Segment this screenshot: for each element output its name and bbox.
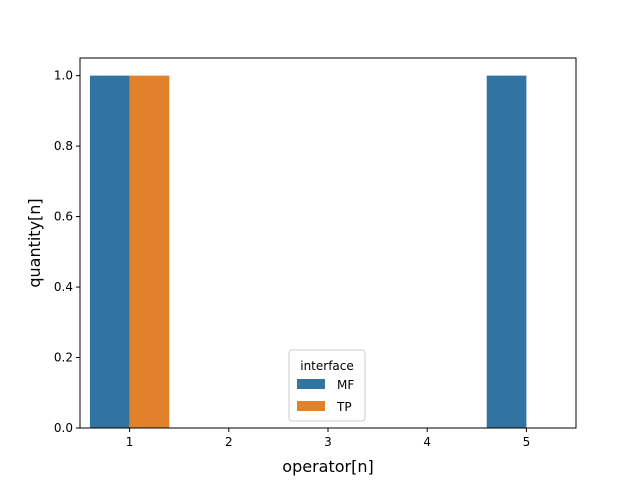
x-tick-label: 3 (324, 435, 332, 449)
legend: interface MF TP (288, 349, 366, 422)
x-tick-label: 4 (423, 435, 431, 449)
x-tick-label: 1 (126, 435, 134, 449)
bar-tp-1 (129, 75, 170, 428)
bar-mf-1 (89, 75, 130, 428)
y-axis-title: quantity[n] (25, 198, 44, 287)
x-tick-label: 5 (523, 435, 531, 449)
legend-swatch-mf (297, 379, 325, 389)
bar-mf-5 (486, 75, 527, 428)
y-tick-label: 1.0 (54, 69, 73, 83)
y-tick-label: 0.2 (54, 351, 73, 365)
legend-label-mf: MF (337, 378, 354, 392)
legend-label-tp: TP (336, 400, 352, 414)
y-tick-label: 0.0 (54, 421, 73, 435)
y-tick-label: 0.4 (54, 280, 73, 294)
legend-title: interface (300, 359, 354, 373)
y-ticks-group: 0.0 0.2 0.4 0.6 0.8 1.0 (54, 69, 80, 435)
x-axis-title: operator[n] (282, 457, 373, 476)
legend-swatch-tp (297, 401, 325, 411)
bars-group (89, 75, 527, 428)
y-tick-label: 0.6 (54, 210, 73, 224)
x-tick-label: 2 (225, 435, 233, 449)
y-tick-label: 0.8 (54, 139, 73, 153)
x-ticks-group: 1 2 3 4 5 (126, 428, 530, 449)
